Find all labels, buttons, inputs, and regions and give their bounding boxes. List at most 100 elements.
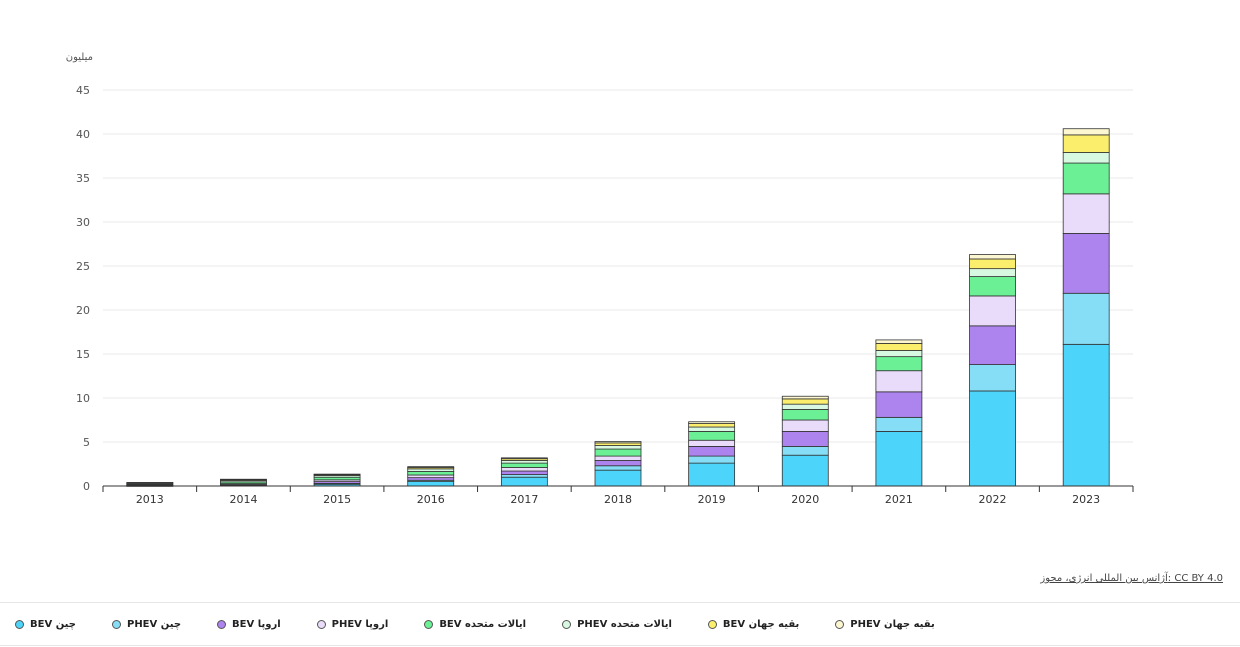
x-tick-label: 2013	[136, 493, 164, 506]
x-tick-label: 2019	[698, 493, 726, 506]
bar-segment[interactable]	[875, 370, 923, 393]
bar-segment[interactable]	[969, 325, 1016, 365]
legend: BEV چین PHEV چین BEV اروپا PHEV اروپا BEV ای…	[15, 616, 971, 632]
bar-segment[interactable]	[1062, 343, 1110, 487]
bar-segment[interactable]	[407, 466, 455, 468]
legend-label: PHEV اروپا	[331, 618, 389, 630]
legend-item[interactable]: BEV ایالات متحده	[424, 616, 526, 632]
bar-segment[interactable]	[313, 473, 361, 476]
bar-segment[interactable]	[1062, 152, 1110, 164]
bar-segment[interactable]	[1062, 193, 1110, 234]
y-axis: 0 5 10 15 20 25 30 35 40 45	[76, 84, 90, 493]
bar-segment[interactable]	[781, 398, 829, 405]
bar-segment[interactable]	[594, 445, 642, 450]
bar-segment[interactable]	[500, 476, 548, 487]
source-credit[interactable]: آژانس بین المللی انرژی، مجوز: CC BY 4.0	[1040, 573, 1223, 584]
bar-segment[interactable]	[875, 356, 923, 372]
bar-segment[interactable]	[875, 339, 923, 344]
bar-segment[interactable]	[781, 409, 829, 421]
bar-segment[interactable]	[594, 455, 642, 461]
bar-segment[interactable]	[688, 423, 736, 428]
bar-segment[interactable]	[969, 276, 1016, 297]
grid-lines	[103, 89, 1133, 443]
legend-label: BEV اروپا	[232, 618, 281, 630]
bars	[126, 128, 1110, 487]
legend-item[interactable]: BEV چین	[15, 616, 76, 632]
bar-segment[interactable]	[781, 431, 829, 447]
bar-segment[interactable]	[781, 454, 829, 487]
y-tick-label: 5	[83, 436, 90, 449]
bar-segment[interactable]	[875, 391, 923, 418]
x-tick-label: 2022	[979, 493, 1007, 506]
bar-segment[interactable]	[969, 268, 1016, 277]
bar-segment[interactable]	[969, 258, 1016, 270]
bar-segment[interactable]	[220, 478, 267, 481]
bar-segment[interactable]	[594, 465, 642, 471]
bar-segment[interactable]	[688, 445, 736, 457]
x-tick-label: 2015	[323, 493, 351, 506]
bar-segment[interactable]	[688, 421, 736, 424]
x-tick-label: 2017	[510, 493, 538, 506]
bar-segment[interactable]	[781, 395, 829, 400]
legend-item[interactable]: PHEV اروپا	[316, 616, 389, 632]
bar-segment[interactable]	[969, 364, 1016, 392]
bar-segment[interactable]	[688, 462, 736, 487]
bar-segment[interactable]	[875, 416, 923, 432]
bar-segment[interactable]	[875, 343, 923, 351]
bar-segment[interactable]	[407, 471, 455, 476]
bar-segment[interactable]	[969, 295, 1016, 327]
legend-swatch	[316, 619, 326, 629]
bar-segment[interactable]	[594, 460, 642, 467]
bar-segment[interactable]	[594, 469, 642, 487]
bar-segment[interactable]	[688, 426, 736, 432]
bar-segment[interactable]	[688, 439, 736, 447]
y-tick-label: 10	[76, 392, 90, 405]
x-tick-label: 2023	[1072, 493, 1100, 506]
bar-segment[interactable]	[594, 441, 642, 444]
bar-segment[interactable]	[500, 457, 548, 460]
legend-label: PHEV بقیه جهان	[850, 618, 935, 630]
y-unit-label: میلیون	[66, 52, 93, 63]
legend-item[interactable]: PHEV بقیه جهان	[835, 616, 935, 632]
y-tick-label: 20	[76, 304, 90, 317]
bar-segment[interactable]	[126, 482, 174, 484]
legend-swatch	[562, 619, 572, 629]
bar-segment[interactable]	[1062, 128, 1110, 136]
bar-segment[interactable]	[1062, 134, 1110, 153]
bar-segment[interactable]	[969, 390, 1016, 487]
bar-segment[interactable]	[969, 254, 1016, 260]
legend-item[interactable]: BEV بقیه جهان	[707, 616, 800, 632]
y-tick-label: 0	[83, 480, 90, 493]
bar-segment[interactable]	[688, 455, 736, 464]
legend-divider-bottom	[0, 645, 1240, 646]
bar-segment[interactable]	[407, 481, 455, 487]
bar-segment[interactable]	[594, 448, 642, 457]
bar-segment[interactable]	[875, 431, 923, 487]
legend-item[interactable]: PHEV ایالات متحده	[562, 616, 672, 632]
legend-item[interactable]: BEV اروپا	[217, 616, 281, 632]
bar-segment[interactable]	[781, 445, 829, 456]
legend-label: BEV بقیه جهان	[722, 618, 800, 630]
legend-label: PHEV چین	[126, 618, 182, 630]
bar-segment[interactable]	[875, 350, 923, 358]
legend-swatch	[424, 619, 434, 629]
x-tick-label: 2021	[885, 493, 913, 506]
bar-segment[interactable]	[781, 403, 829, 410]
bar-segment[interactable]	[781, 419, 829, 432]
y-tick-label: 35	[76, 172, 90, 185]
bar-segment[interactable]	[1062, 162, 1110, 195]
bar-segment[interactable]	[500, 467, 548, 472]
legend-swatch	[217, 619, 227, 629]
y-tick-label: 15	[76, 348, 90, 361]
y-tick-label: 40	[76, 128, 90, 141]
bar-segment[interactable]	[1062, 292, 1110, 345]
legend-label: BEV ایالات متحده	[439, 618, 527, 630]
legend-item[interactable]: PHEV چین	[111, 616, 182, 632]
bar-segment[interactable]	[500, 470, 548, 475]
bar-segment[interactable]	[688, 431, 736, 441]
x-tick-label: 2018	[604, 493, 632, 506]
bar-segment[interactable]	[500, 462, 548, 468]
bar-segment[interactable]	[1062, 233, 1110, 294]
legend-divider-top	[0, 602, 1240, 603]
